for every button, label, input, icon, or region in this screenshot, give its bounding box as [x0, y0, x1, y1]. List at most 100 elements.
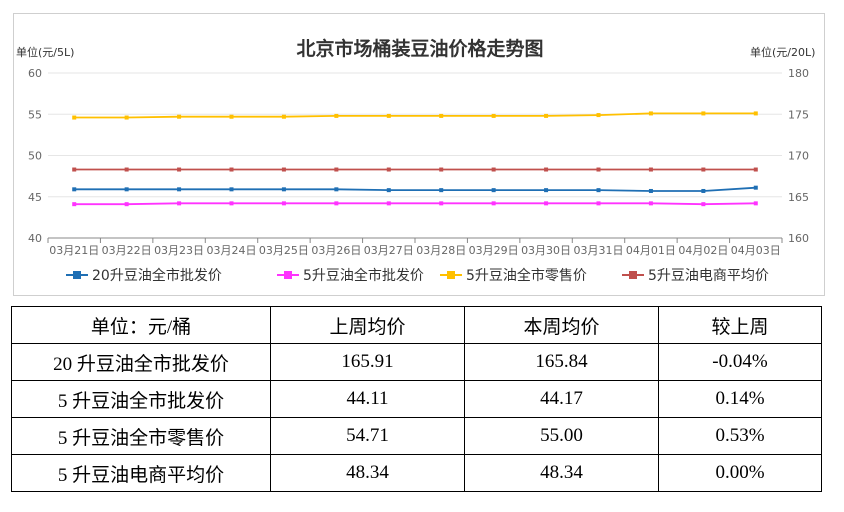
table-header-row: 单位：元/桶 上周均价 本周均价 较上周 [11, 306, 822, 344]
x-tick-label: 03月26日 [311, 244, 361, 257]
grid-layer [48, 72, 782, 239]
data-point [596, 113, 601, 118]
data-point [544, 201, 549, 206]
x-tick-label: 04月03日 [731, 244, 781, 257]
table-cell: 54.71 [270, 417, 465, 455]
legend-label: 20升豆油全市批发价 [92, 267, 222, 284]
data-point [439, 188, 444, 193]
y-tick-label-left: 40 [28, 232, 42, 245]
data-point [334, 113, 339, 118]
legend-marker [284, 271, 292, 279]
data-point [177, 201, 182, 206]
data-point [544, 188, 549, 193]
table-cell: 48.34 [464, 454, 659, 492]
table-cell: 0.00% [658, 454, 822, 492]
x-tick-label: 04月02日 [678, 244, 728, 257]
legend-label: 5升豆油全市批发价 [303, 267, 424, 284]
series-line-2 [74, 202, 756, 206]
x-tick-label: 03月25日 [259, 244, 309, 257]
table-cell: -0.04% [658, 343, 822, 381]
table-cell: 165.91 [270, 343, 465, 381]
data-point [491, 167, 496, 172]
data-point [229, 167, 234, 172]
data-point [281, 201, 286, 206]
x-tick-label: 03月24日 [207, 244, 257, 257]
data-point [334, 201, 339, 206]
data-point [439, 113, 444, 118]
data-point [124, 187, 129, 192]
x-tick-label: 03月23日 [154, 244, 204, 257]
series-line-3 [74, 112, 756, 119]
y-tick-label-right: 180 [788, 67, 809, 80]
data-point [596, 188, 601, 193]
data-point [281, 114, 286, 119]
series-layer [72, 111, 758, 207]
data-point [124, 167, 129, 172]
data-point [124, 202, 129, 207]
legend-label: 5升豆油全市零售价 [466, 267, 587, 284]
x-tick-label: 03月28日 [416, 244, 466, 257]
price-table: 单位：元/桶 上周均价 本周均价 较上周 20 升豆油全市批发价 165.91 … [11, 306, 822, 492]
data-point [177, 167, 182, 172]
data-point [701, 202, 706, 207]
x-tick-label: 03月31日 [574, 244, 624, 257]
data-point [753, 167, 758, 172]
data-point [386, 113, 391, 118]
data-point [177, 114, 182, 119]
data-point [386, 167, 391, 172]
y-tick-label-right: 165 [788, 191, 809, 204]
data-point [281, 167, 286, 172]
data-point [544, 113, 549, 118]
chart-title: 北京市场桶装豆油价格走势图 [296, 37, 543, 60]
y-tick-label-right: 175 [788, 108, 809, 121]
table-row: 5 升豆油全市零售价 54.71 55.00 0.53% [11, 417, 822, 455]
data-point [386, 201, 391, 206]
table-cell: 5 升豆油全市批发价 [11, 380, 271, 418]
data-point [648, 167, 653, 172]
right-axis-unit: 单位(元/20L) [750, 45, 815, 59]
table-cell: 48.34 [270, 454, 465, 492]
table-cell: 165.84 [464, 343, 659, 381]
x-tick-label: 03月21日 [49, 244, 99, 257]
data-point [229, 187, 234, 192]
data-point [334, 167, 339, 172]
data-point [177, 187, 182, 192]
data-point [229, 114, 234, 119]
table-cell: 5 升豆油电商平均价 [11, 454, 271, 492]
data-point [491, 113, 496, 118]
data-point [491, 201, 496, 206]
data-point [753, 201, 758, 206]
table-cell: 44.17 [464, 380, 659, 418]
data-point [72, 202, 77, 207]
y-tick-label-left: 45 [28, 191, 42, 204]
table-header-cell: 单位：元/桶 [11, 306, 271, 344]
table-header-cell: 较上周 [658, 306, 822, 344]
data-point [439, 201, 444, 206]
legend-marker [629, 271, 637, 279]
line-chart: 北京市场桶装豆油价格走势图 单位(元/5L) 单位(元/20L) 40 160 45… [16, 37, 815, 284]
table-cell: 44.11 [270, 380, 465, 418]
legend-label: 5升豆油电商平均价 [648, 268, 769, 284]
table-header-cell: 上周均价 [270, 306, 465, 344]
y-tick-label-left: 60 [28, 67, 42, 80]
data-point [648, 111, 653, 116]
legend-marker [73, 271, 81, 279]
table-cell: 0.53% [658, 417, 822, 455]
data-point [72, 115, 77, 120]
data-point [229, 201, 234, 206]
table-cell: 0.14% [658, 380, 822, 418]
chart-panel: 北京市场桶装豆油价格走势图 单位(元/5L) 单位(元/20L) 40 160 45… [13, 13, 825, 296]
series-line-1 [74, 186, 756, 192]
data-point [72, 187, 77, 192]
data-point [281, 187, 286, 192]
y-tick-label-right: 160 [788, 232, 809, 245]
legend-marker [447, 271, 455, 279]
data-point [439, 167, 444, 172]
data-point [72, 167, 77, 172]
data-point [386, 188, 391, 193]
y-tick-label-left: 55 [28, 108, 42, 121]
data-point [648, 201, 653, 206]
y-tick-label-right: 170 [788, 150, 809, 163]
table-row: 5 升豆油全市批发价 44.11 44.17 0.14% [11, 380, 822, 418]
